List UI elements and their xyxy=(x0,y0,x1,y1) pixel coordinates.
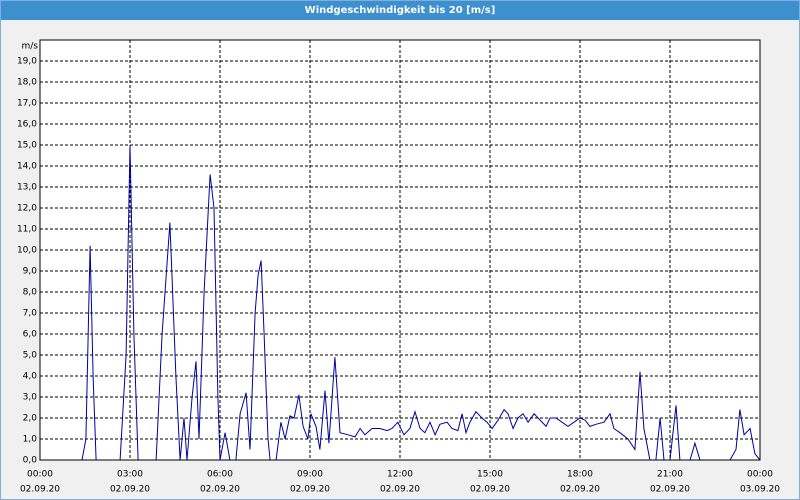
x-tick-label: 00:00 xyxy=(27,470,53,480)
y-tick-label: 14,0 xyxy=(17,162,37,172)
plot-border xyxy=(39,39,761,461)
chart-title: Windgeschwindigkeit bis 20 [m/s] xyxy=(305,5,496,16)
x-tick-date: 02.09.20 xyxy=(20,485,60,495)
x-tick-date: 02.09.20 xyxy=(200,485,240,495)
y-tick-label: 17,0 xyxy=(17,99,37,109)
plot-layer: 0,0 1,0 2,0 3,0 4,0 5,0 6,0 7,0 8,0 9,0 10,0 11,0 12… xyxy=(17,40,780,495)
x-tick-label: 12:00 xyxy=(387,470,413,480)
y-tick-label: 6,0 xyxy=(23,330,38,340)
x-tick-label: 18:00 xyxy=(567,470,593,480)
y-tick-label: 10,0 xyxy=(17,246,37,256)
y-tick-label: 1,0 xyxy=(23,435,38,445)
y-tick-label: 19,0 xyxy=(17,57,37,67)
x-tick-date: 02.09.20 xyxy=(110,485,150,495)
x-tick-label: 09:00 xyxy=(297,470,323,480)
x-tick-date: 02.09.20 xyxy=(290,485,330,495)
y-tick-label: 16,0 xyxy=(17,120,37,130)
x-tick-label: 21:00 xyxy=(657,470,683,480)
y-tick-label: 7,0 xyxy=(23,309,38,319)
y-tick-label: 3,0 xyxy=(23,393,38,403)
x-tick-label: 15:00 xyxy=(477,470,503,480)
y-tick-label: 4,0 xyxy=(23,372,38,382)
y-tick-label: 15,0 xyxy=(17,141,37,151)
wind-speed-line xyxy=(40,144,761,461)
x-tick-date: 02.09.20 xyxy=(380,485,420,495)
x-tick-date: 02.09.20 xyxy=(650,485,690,495)
y-axis-label: m/s xyxy=(22,42,39,52)
title-bar xyxy=(0,0,800,20)
x-tick-date: 03.09.20 xyxy=(740,485,780,495)
y-tick-label: 2,0 xyxy=(23,414,38,424)
y-tick-label: 0,0 xyxy=(23,456,38,466)
y-tick-label: 12,0 xyxy=(17,204,37,214)
x-tick-label: 06:00 xyxy=(207,470,233,480)
y-tick-label: 18,0 xyxy=(17,78,37,88)
y-tick-label: 5,0 xyxy=(23,351,38,361)
x-tick-label: 03:00 xyxy=(117,470,143,480)
y-tick-label: 13,0 xyxy=(17,183,37,193)
y-tick-label: 8,0 xyxy=(23,288,38,298)
x-tick-date: 02.09.20 xyxy=(560,485,600,495)
y-tick-label: 11,0 xyxy=(17,225,37,235)
x-tick-date: 02.09.20 xyxy=(470,485,510,495)
y-tick-label: 9,0 xyxy=(23,267,38,277)
x-tick-label: 00:00 xyxy=(747,470,773,480)
